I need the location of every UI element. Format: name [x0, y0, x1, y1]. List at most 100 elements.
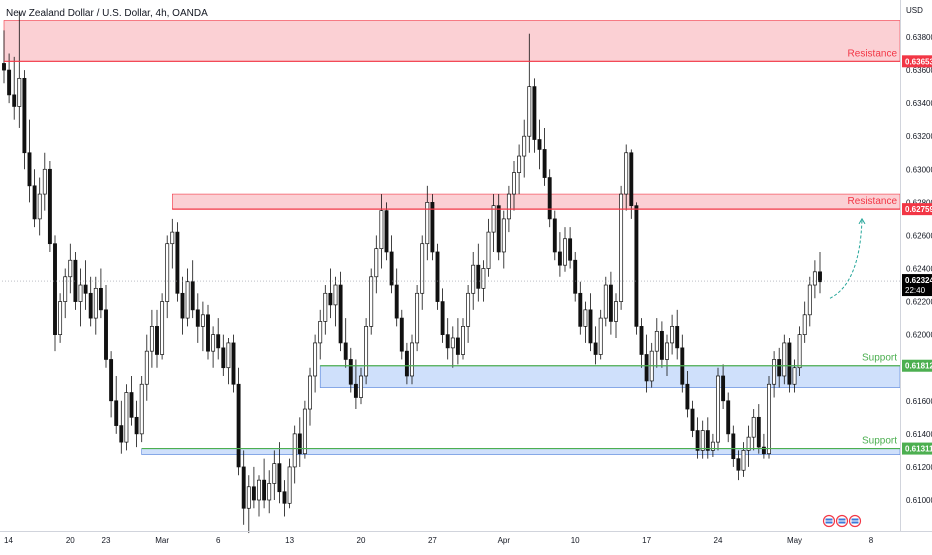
- current-price-badge-value: 0.62324: [905, 276, 932, 285]
- candle-body: [787, 342, 792, 385]
- candle-body: [384, 210, 389, 253]
- candle-body: [114, 400, 119, 426]
- candle-body: [629, 152, 634, 207]
- candle-body: [124, 392, 129, 443]
- candle-body: [767, 383, 771, 455]
- candle-body: [659, 330, 664, 360]
- candle-body: [195, 309, 200, 327]
- chart-title: New Zealand Dollar / U.S. Dollar, 4h, OA…: [6, 8, 208, 19]
- candle-body: [109, 359, 114, 402]
- candle-body: [481, 268, 486, 289]
- candle-body: [369, 276, 374, 327]
- candle-body: [364, 326, 369, 377]
- price-axis-currency: USD: [906, 6, 923, 15]
- candle-body: [430, 202, 435, 253]
- candle-body: [751, 416, 756, 438]
- candle-body: [297, 433, 302, 455]
- candle-body: [746, 436, 751, 451]
- time-tick-label: 24: [714, 536, 723, 545]
- candle-body: [236, 383, 241, 468]
- candle-body: [206, 314, 210, 352]
- resistance-zone: [172, 193, 901, 210]
- candle-body: [496, 205, 501, 253]
- candle-body: [149, 326, 154, 352]
- candle-body: [129, 392, 134, 418]
- candle-body: [639, 326, 644, 355]
- candle-body: [741, 450, 746, 471]
- candle-body: [710, 441, 715, 451]
- candle-body: [466, 292, 471, 327]
- resistance-label: Resistance: [848, 48, 898, 59]
- time-tick-label: 20: [357, 536, 366, 545]
- candle-body: [343, 342, 348, 360]
- candle-body: [200, 314, 205, 327]
- candle-body: [624, 152, 629, 195]
- candle-body: [17, 77, 22, 107]
- time-tick-label: 23: [102, 536, 111, 545]
- candle-body: [736, 458, 741, 471]
- resistance-zone: [3, 20, 901, 62]
- candle-body: [58, 301, 63, 335]
- candle-body: [379, 210, 384, 250]
- candle-body: [246, 486, 251, 509]
- candle-body: [353, 383, 358, 398]
- candle-body: [134, 416, 139, 435]
- candle-body: [614, 301, 618, 322]
- candle-body: [634, 205, 639, 327]
- candle-body: [292, 433, 297, 468]
- support-label: Support: [862, 436, 897, 447]
- candle-body: [318, 321, 323, 344]
- candle-body: [588, 309, 593, 344]
- candle-body: [491, 205, 496, 233]
- candle-body: [231, 342, 236, 385]
- candle-body: [155, 326, 159, 355]
- candle-body: [644, 354, 649, 382]
- time-tick-label: 8: [869, 536, 874, 545]
- candle-body: [506, 193, 511, 220]
- candle-body: [404, 350, 409, 377]
- candle-body: [27, 152, 32, 187]
- candle-body: [425, 202, 430, 245]
- candle-body: [420, 243, 425, 294]
- candle-body: [578, 292, 583, 327]
- current-price-badge-countdown: 22:40: [905, 286, 926, 295]
- candle-body: [542, 149, 547, 178]
- projection-arrow-head: [858, 217, 866, 225]
- candle-body: [670, 326, 675, 344]
- candle-body: [22, 77, 27, 154]
- calendar-flag-icon: [835, 514, 849, 528]
- candle-body: [88, 292, 93, 319]
- candle-body: [175, 231, 180, 294]
- candle-body: [593, 342, 598, 355]
- candle-body: [415, 292, 420, 344]
- candle-body: [262, 479, 267, 501]
- candle-body: [537, 139, 542, 150]
- candle-body: [272, 463, 277, 484]
- projection-arrow: [829, 218, 863, 299]
- candle-body: [42, 168, 47, 195]
- price-level-badge-text: 0.61812: [905, 362, 932, 371]
- candle-body: [583, 309, 588, 327]
- price-level-badge-text: 0.61311: [905, 445, 932, 454]
- candle-body: [522, 135, 527, 157]
- time-tick-label: 27: [428, 536, 437, 545]
- candle-body: [445, 334, 450, 349]
- candle-body: [552, 218, 557, 253]
- candle-body: [190, 281, 195, 311]
- candle-body: [221, 347, 226, 369]
- candle-body: [440, 301, 445, 335]
- candle-body: [450, 337, 455, 349]
- price-level-badge: [902, 203, 932, 216]
- candle-body: [93, 287, 98, 319]
- candle-body: [818, 271, 822, 283]
- candle-body: [333, 284, 338, 306]
- candle-body: [63, 276, 68, 302]
